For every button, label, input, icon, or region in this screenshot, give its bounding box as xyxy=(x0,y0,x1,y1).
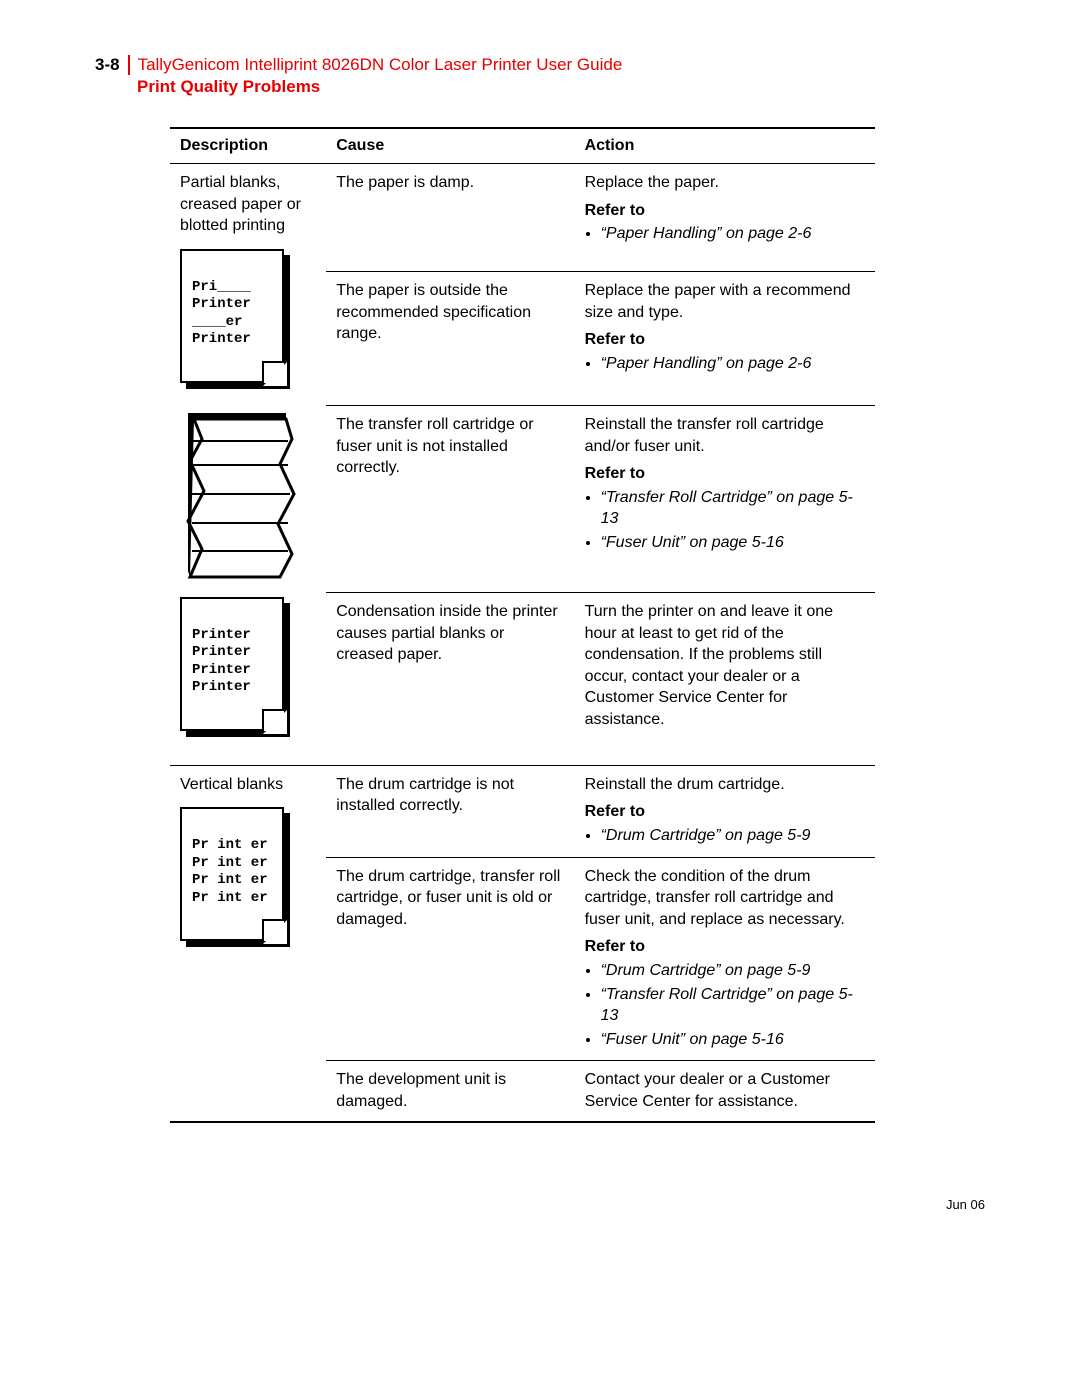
refer-heading: Refer to xyxy=(585,329,865,351)
action-cell: Contact your dealer or a Customer Servic… xyxy=(575,1061,875,1122)
refer-list: “Paper Handling” on page 2-6 xyxy=(585,223,865,245)
refer-item: “Transfer Roll Cartridge” on page 5-13 xyxy=(601,487,865,530)
ill-line: Printer xyxy=(192,662,251,680)
refer-heading: Refer to xyxy=(585,936,865,958)
cause-cell: The paper is outside the recommended spe… xyxy=(326,272,574,406)
footer-date: Jun 06 xyxy=(946,1197,985,1212)
page-header: 3-8 TallyGenicom Intelliprint 8026DN Col… xyxy=(95,55,985,75)
refer-item: “Paper Handling” on page 2-6 xyxy=(601,353,865,375)
ill-line: Printer xyxy=(192,331,251,349)
action-cell: Replace the paper. Refer to “Paper Handl… xyxy=(575,164,875,272)
desc-text: Partial blanks, creased paper or blotted… xyxy=(180,174,301,234)
action-text: Replace the paper. xyxy=(585,174,719,191)
document-page: 3-8 TallyGenicom Intelliprint 8026DN Col… xyxy=(0,0,1080,1397)
desc-partial-blanks: Partial blanks, creased paper or blotted… xyxy=(170,164,326,766)
action-text: Check the condition of the drum cartridg… xyxy=(585,868,845,928)
refer-item: “Transfer Roll Cartridge” on page 5-13 xyxy=(601,984,865,1027)
action-text: Replace the paper with a recommend size … xyxy=(585,282,851,321)
cause-cell: The paper is damp. xyxy=(326,164,574,272)
refer-list: “Transfer Roll Cartridge” on page 5-13 “… xyxy=(585,487,865,554)
guide-title: TallyGenicom Intelliprint 8026DN Color L… xyxy=(130,55,623,75)
refer-list: “Paper Handling” on page 2-6 xyxy=(585,353,865,375)
refer-item: “Fuser Unit” on page 5-16 xyxy=(601,1029,865,1051)
action-cell: Reinstall the drum cartridge. Refer to “… xyxy=(575,765,875,857)
illustration-creased-paper xyxy=(180,409,300,579)
ill-line: Pr int er xyxy=(192,855,268,873)
troubleshoot-table: Description Cause Action Partial blanks,… xyxy=(170,127,875,1123)
action-cell: Turn the printer on and leave it one hou… xyxy=(575,592,875,765)
refer-heading: Refer to xyxy=(585,801,865,823)
ill-line: Printer xyxy=(192,627,251,645)
cause-cell: The transfer roll cartridge or fuser uni… xyxy=(326,405,574,592)
action-cell: Replace the paper with a recommend size … xyxy=(575,272,875,406)
action-cell: Reinstall the transfer roll cartridge an… xyxy=(575,405,875,592)
ill-line: Pr int er xyxy=(192,890,268,908)
illustration-page-partial: Pri____ Printer ____er Printer xyxy=(180,249,290,389)
action-text: Reinstall the transfer roll cartridge an… xyxy=(585,416,824,455)
illustration-page-blotted: Printer Printer Printer Printer xyxy=(180,597,290,737)
refer-item: “Drum Cartridge” on page 5-9 xyxy=(601,960,865,982)
refer-list: “Drum Cartridge” on page 5-9 “Transfer R… xyxy=(585,960,865,1050)
refer-item: “Drum Cartridge” on page 5-9 xyxy=(601,825,865,847)
ill-line: Pri____ xyxy=(192,279,251,297)
illustration-vertical-blanks: Pr int er Pr int er Pr int er Pr int er xyxy=(180,807,290,947)
ill-line: ____er xyxy=(192,314,251,332)
refer-item: “Fuser Unit” on page 5-16 xyxy=(601,532,865,554)
refer-list: “Drum Cartridge” on page 5-9 xyxy=(585,825,865,847)
col-header-action: Action xyxy=(575,128,875,164)
ill-line: Printer xyxy=(192,679,251,697)
ill-line: Pr int er xyxy=(192,872,268,890)
desc-vertical-blanks: Vertical blanks Pr int er Pr int er Pr i… xyxy=(170,765,326,1121)
col-header-description: Description xyxy=(170,128,326,164)
action-text: Reinstall the drum cartridge. xyxy=(585,776,785,793)
page-number: 3-8 xyxy=(95,55,130,75)
section-title: Print Quality Problems xyxy=(137,77,985,97)
cause-cell: The drum cartridge, transfer roll cartri… xyxy=(326,857,574,1061)
cause-cell: The development unit is damaged. xyxy=(326,1061,574,1122)
ill-line: Pr int er xyxy=(192,837,268,855)
refer-heading: Refer to xyxy=(585,200,865,222)
ill-line: Printer xyxy=(192,644,251,662)
ill-line: Printer xyxy=(192,296,251,314)
refer-item: “Paper Handling” on page 2-6 xyxy=(601,223,865,245)
cause-cell: Condensation inside the printer causes p… xyxy=(326,592,574,765)
refer-heading: Refer to xyxy=(585,463,865,485)
desc-text: Vertical blanks xyxy=(180,776,283,793)
cause-cell: The drum cartridge is not installed corr… xyxy=(326,765,574,857)
col-header-cause: Cause xyxy=(326,128,574,164)
action-cell: Check the condition of the drum cartridg… xyxy=(575,857,875,1061)
